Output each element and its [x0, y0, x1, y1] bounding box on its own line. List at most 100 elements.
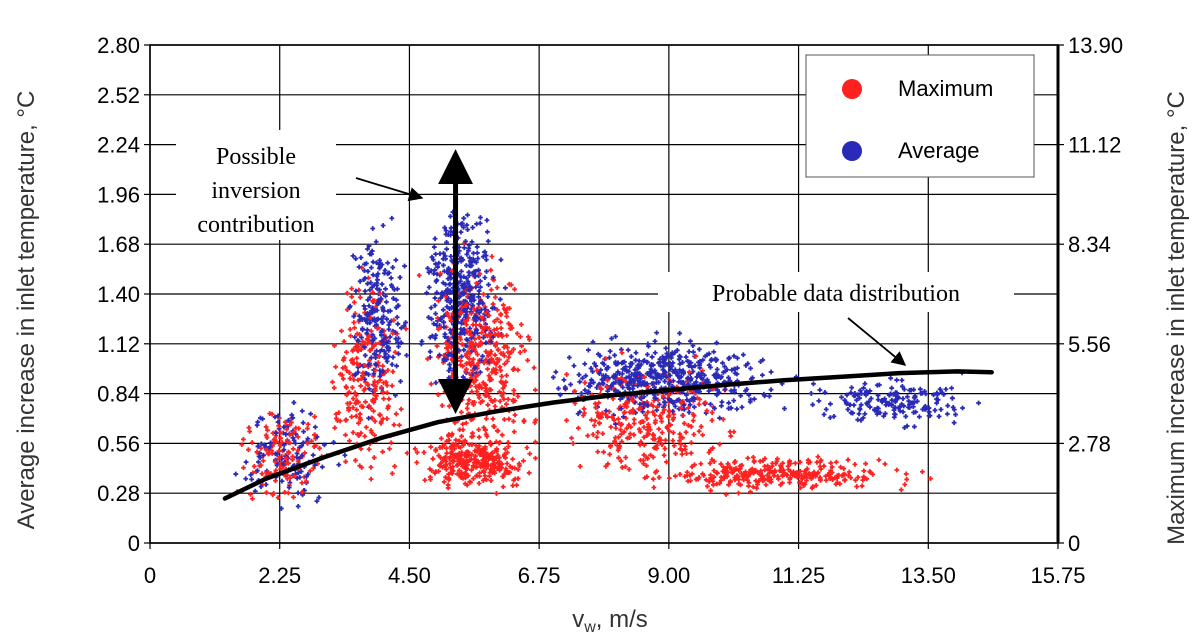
point-maximum [650, 409, 656, 415]
point-maximum [667, 428, 672, 434]
point-maximum [368, 428, 374, 433]
point-maximum [446, 403, 452, 409]
point-maximum [637, 442, 643, 448]
point-average [485, 238, 491, 244]
point-average [926, 413, 932, 419]
point-maximum [486, 394, 492, 400]
point-maximum [680, 435, 686, 441]
point-average [482, 249, 488, 255]
point-maximum [612, 438, 618, 444]
point-average [371, 351, 377, 357]
point-maximum [313, 443, 319, 448]
point-average [899, 377, 905, 383]
point-average [734, 365, 740, 371]
point-average [726, 400, 732, 406]
point-maximum [344, 349, 349, 355]
point-maximum [690, 411, 696, 417]
point-average [937, 386, 943, 392]
point-maximum [785, 463, 791, 469]
point-average [384, 316, 390, 322]
point-maximum [249, 440, 255, 445]
point-average [393, 392, 398, 398]
point-maximum [685, 405, 691, 411]
point-maximum [440, 464, 445, 470]
point-maximum [442, 383, 448, 388]
point-maximum [619, 350, 625, 356]
point-average [448, 213, 453, 219]
point-maximum [654, 442, 660, 448]
point-maximum [429, 468, 435, 473]
point-average [361, 277, 367, 282]
point-average [470, 225, 476, 230]
point-maximum [903, 471, 909, 477]
point-average [380, 341, 386, 347]
point-maximum [515, 367, 521, 373]
point-maximum [564, 418, 569, 423]
point-average [268, 440, 274, 446]
point-average [842, 397, 848, 403]
point-maximum [462, 471, 467, 476]
point-average [361, 303, 367, 309]
point-maximum [332, 343, 337, 348]
point-maximum [347, 327, 353, 332]
point-average [680, 360, 685, 365]
point-average [865, 402, 870, 407]
point-average [294, 454, 300, 460]
point-average [906, 398, 912, 404]
point-average [645, 403, 651, 409]
point-maximum [919, 469, 925, 475]
point-maximum [473, 322, 479, 328]
point-average [735, 355, 740, 361]
point-average [365, 281, 370, 287]
trend-curve [222, 369, 994, 501]
point-maximum [641, 424, 647, 430]
trend-layer [222, 149, 994, 501]
point-maximum [497, 439, 503, 445]
point-average [688, 338, 693, 344]
point-average [625, 347, 631, 353]
point-average [782, 406, 787, 411]
point-maximum [773, 461, 779, 466]
point-maximum [677, 438, 682, 444]
point-maximum [838, 464, 844, 470]
point-average [667, 379, 673, 385]
point-maximum [463, 465, 469, 471]
point-maximum [494, 285, 500, 291]
point-average [586, 383, 592, 389]
point-maximum [340, 365, 346, 371]
point-maximum [490, 464, 496, 470]
point-maximum [745, 455, 751, 461]
point-average [936, 414, 942, 419]
point-maximum [491, 327, 497, 333]
point-average [370, 272, 376, 278]
y-tick-label: 1.40 [97, 282, 140, 307]
point-average [368, 308, 374, 314]
point-maximum [488, 442, 494, 448]
y2-tick-label: 11.12 [1068, 133, 1121, 158]
point-maximum [668, 422, 673, 428]
point-maximum [484, 477, 489, 483]
point-average [373, 355, 379, 361]
point-maximum [449, 442, 455, 448]
point-average [851, 402, 857, 408]
point-maximum [299, 480, 305, 486]
point-maximum [660, 393, 666, 399]
point-maximum [459, 470, 465, 476]
annotation-distribution-pointer [847, 317, 907, 366]
point-average [882, 396, 888, 402]
point-average [297, 455, 302, 461]
point-maximum [483, 349, 489, 354]
point-maximum [732, 477, 738, 483]
point-maximum [383, 379, 389, 385]
point-maximum [582, 380, 588, 386]
point-average [677, 330, 683, 336]
point-maximum [276, 423, 282, 429]
point-maximum [494, 356, 500, 362]
point-maximum [265, 450, 271, 456]
point-average [641, 358, 647, 363]
point-maximum [613, 425, 619, 431]
point-maximum [792, 460, 798, 466]
point-maximum [363, 424, 369, 430]
